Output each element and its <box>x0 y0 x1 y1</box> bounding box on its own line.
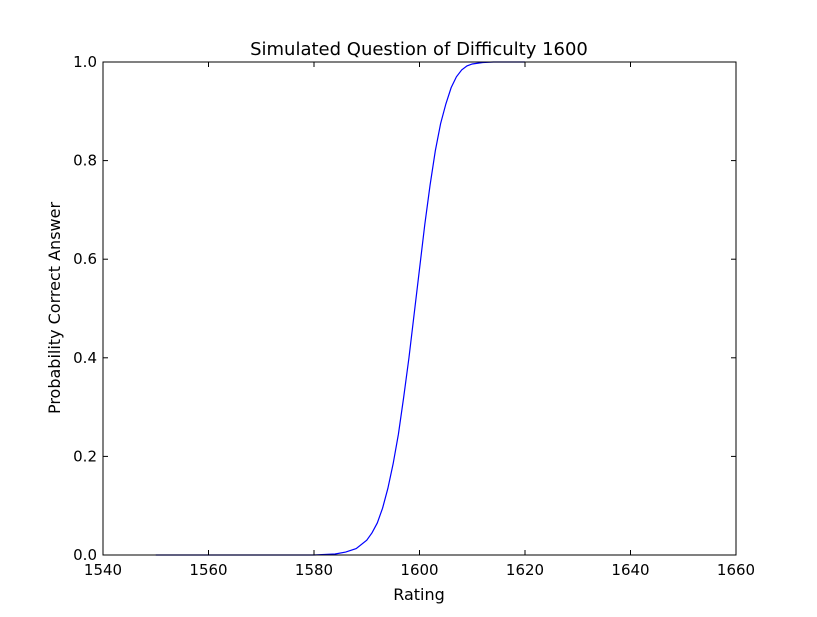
x-tick-label: 1640 <box>611 561 649 579</box>
y-tick-label: 1.0 <box>73 53 97 71</box>
y-tick-label: 0.0 <box>73 546 97 564</box>
y-tick-label: 0.6 <box>73 250 97 268</box>
x-tick-label: 1660 <box>717 561 755 579</box>
y-tick-label: 0.8 <box>73 152 97 170</box>
x-tick-label: 1620 <box>506 561 544 579</box>
x-tick-label: 1600 <box>400 561 438 579</box>
x-tick-label: 1540 <box>84 561 122 579</box>
x-tick-label: 1580 <box>295 561 333 579</box>
series-line-0 <box>155 61 525 556</box>
plot-area: 1540 1560 1580 1600 1620 1640 1660 0.0 0.2 0.4 0.6… <box>73 53 755 579</box>
x-tick-label: 1560 <box>189 561 227 579</box>
y-tick-label: 0.4 <box>73 349 97 367</box>
y-tick-label: 0.2 <box>73 447 97 465</box>
chart-title: Simulated Question of Difficulty 1600 <box>250 39 588 60</box>
x-axis-label: Rating <box>393 585 445 604</box>
y-axis-label: Probability Correct Answer <box>45 202 64 415</box>
